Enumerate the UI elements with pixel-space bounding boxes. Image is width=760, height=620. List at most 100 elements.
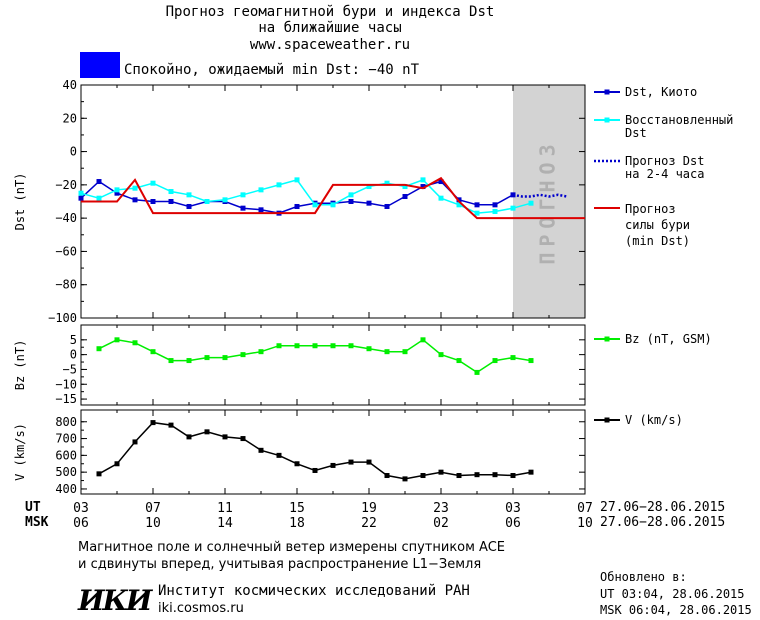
legend-restored-label-2: Dst: [625, 126, 647, 140]
data-point-dst_kyoto: [96, 179, 102, 185]
data-point-bz: [240, 352, 246, 358]
forecast-zone-label: ПРОГНОЗ: [536, 138, 560, 264]
msk-tick-label: 14: [217, 516, 233, 531]
y-axis-label-2: Bz (nT): [13, 340, 27, 391]
legend-forecast-label-1: Прогноз Dst: [625, 154, 705, 168]
data-point-v: [366, 459, 372, 465]
ut-tick-label: 23: [433, 501, 449, 516]
data-point-dst_restored: [366, 184, 372, 190]
data-point-v: [222, 434, 228, 440]
data-point-dst_restored: [96, 195, 102, 201]
ut-tick-label: 07: [577, 501, 593, 516]
series-line-dst_forecast: [512, 193, 568, 198]
data-point-bz: [258, 349, 264, 355]
data-point-v: [168, 422, 174, 428]
y-tick-label: −10: [55, 377, 77, 391]
data-point-v: [420, 473, 426, 479]
status-color-box: [80, 52, 120, 78]
data-point-bz: [96, 346, 102, 352]
data-point-bz: [276, 343, 282, 349]
data-point-dst_restored: [474, 210, 480, 216]
data-point-bz: [132, 340, 138, 346]
site-url[interactable]: www.spaceweather.ru: [249, 37, 411, 53]
ut-tick-label: 15: [289, 501, 305, 516]
data-point-bz: [456, 358, 462, 364]
msk-tick-label: 18: [289, 516, 305, 531]
data-point-bz: [150, 349, 156, 355]
updated-label: Обновлено в:: [600, 570, 687, 584]
msk-tick-label: 10: [145, 516, 161, 531]
data-point-dst_kyoto: [114, 190, 120, 196]
iki-logo: ИКИ: [78, 584, 152, 617]
data-point-bz: [402, 349, 408, 355]
data-point-dst_restored: [420, 177, 426, 183]
forecast-zone: [513, 85, 585, 318]
data-point-bz: [420, 337, 426, 343]
data-point-dst_restored: [402, 184, 408, 190]
legend-dst-kyoto-label: Dst, Киото: [625, 85, 698, 99]
msk-tick-label: 06: [505, 516, 521, 531]
ut-tick-label: 07: [145, 501, 161, 516]
data-point-dst_restored: [276, 182, 282, 188]
data-point-v: [348, 459, 354, 465]
data-point-dst_kyoto: [474, 202, 480, 208]
y-tick-label: 500: [55, 465, 77, 479]
y-tick-label: −5: [63, 362, 77, 376]
data-point-v: [402, 476, 408, 482]
legend-storm-label-1: Прогноз: [625, 202, 676, 216]
y-axis-label-3: V (km/s): [13, 423, 27, 481]
data-point-bz: [204, 355, 210, 361]
data-point-bz: [474, 369, 480, 375]
data-point-dst_restored: [312, 202, 318, 208]
data-point-v: [312, 467, 318, 473]
institute-url[interactable]: iki.cosmos.ru: [158, 601, 244, 616]
data-point-v: [474, 472, 480, 478]
data-point-dst_restored: [132, 185, 138, 191]
legend-storm-label-3: (min Dst): [625, 234, 691, 248]
msk-date-range: 27.06−28.06.2015: [600, 515, 726, 530]
msk-tick-label: 22: [361, 516, 377, 531]
legend-v-swatch-marker: [604, 417, 610, 423]
data-point-dst_restored: [492, 208, 498, 214]
data-point-v: [114, 461, 120, 467]
data-point-dst_kyoto: [420, 184, 426, 190]
data-point-bz: [294, 343, 300, 349]
msk-tick-label: 06: [73, 516, 89, 531]
y-axis-label-1: Dst (nT): [13, 173, 27, 231]
footer-note-line2: и сдвинуты вперед, учитывая распростране…: [78, 557, 482, 572]
data-point-dst_kyoto: [258, 207, 264, 213]
data-point-dst_restored: [294, 177, 300, 183]
data-point-bz: [168, 358, 174, 364]
data-point-bz: [366, 346, 372, 352]
data-point-dst_kyoto: [168, 199, 174, 204]
data-point-dst_kyoto: [438, 179, 444, 185]
data-point-v: [510, 473, 516, 479]
status-text: Спокойно, ожидаемый min Dst: −40 nT: [124, 62, 420, 78]
y-tick-label: −15: [55, 392, 77, 406]
data-point-v: [96, 471, 102, 477]
data-point-dst_kyoto: [78, 195, 84, 201]
y-tick-label: 40: [63, 78, 77, 92]
y-tick-label: 400: [55, 482, 77, 496]
data-point-dst_kyoto: [294, 203, 300, 209]
data-point-dst_restored: [78, 190, 84, 196]
footer-note-line1: Магнитное поле и солнечный ветер измерен…: [78, 540, 506, 555]
data-point-bz: [222, 355, 228, 361]
data-point-dst_kyoto: [384, 203, 390, 209]
updated-ut: UT 03:04, 28.06.2015: [600, 587, 745, 601]
legend-forecast-label-2: на 2-4 часа: [625, 167, 705, 181]
data-point-dst_restored: [456, 202, 462, 208]
ut-axis-label: UT: [25, 500, 41, 515]
data-point-dst_kyoto: [240, 205, 246, 211]
data-point-dst_restored: [222, 197, 228, 203]
data-point-dst_restored: [186, 192, 192, 198]
data-point-v: [438, 469, 444, 475]
data-point-dst_restored: [258, 187, 264, 193]
y-tick-label: 800: [55, 415, 77, 429]
data-point-dst_restored: [204, 199, 210, 204]
data-point-bz: [438, 352, 444, 358]
data-point-bz: [312, 343, 318, 349]
data-point-v: [528, 469, 534, 475]
data-point-v: [276, 452, 282, 458]
msk-axis-label: MSK: [25, 515, 49, 530]
